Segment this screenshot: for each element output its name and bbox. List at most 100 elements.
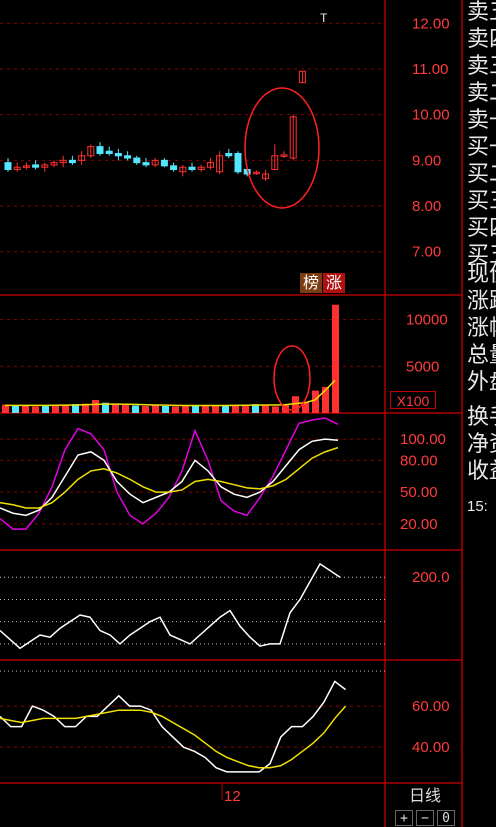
side-panel-row: 换手: [467, 405, 496, 430]
cci-line: [0, 562, 341, 650]
cci-axis-label: 200.0: [412, 569, 450, 586]
rsi-line: [0, 680, 347, 773]
candle-body: [50, 162, 58, 166]
rsi-ma-line: [0, 705, 347, 769]
side-panel-row: 卖五: [467, 0, 496, 25]
kdj-axis-label: 50.00: [400, 484, 438, 501]
volume-bar: [212, 405, 219, 413]
candle-body: [142, 162, 150, 166]
side-panel-row: 收益: [467, 459, 496, 484]
zoom-in-button[interactable]: +: [395, 810, 413, 826]
candle-body: [262, 173, 270, 180]
side-panel-row: 涨跌: [467, 289, 496, 314]
volume-bar: [42, 405, 49, 413]
badge-bang: 榜: [300, 273, 322, 293]
volume-bar: [2, 404, 9, 413]
highlight-circle-volume: [273, 345, 311, 411]
side-panel-row: 卖四: [467, 27, 496, 52]
candle-body: [188, 166, 196, 170]
side-panel-row: 卖三: [467, 54, 496, 79]
candle-body: [271, 155, 279, 170]
volume-bar: [242, 405, 249, 413]
zoom-out-button[interactable]: −: [416, 810, 434, 826]
volume-bar: [72, 404, 79, 413]
volume-bar: [82, 403, 89, 413]
candle-body: [298, 70, 306, 84]
quote-side-panel: 卖五卖四卖三卖二卖一买一买二买三买四买五现价涨跌涨幅总量外盘换手净资收益 15:: [465, 0, 496, 827]
volume-bar: [252, 404, 259, 413]
volume-bar: [272, 406, 279, 413]
candle-body: [289, 116, 297, 159]
candle-body: [59, 159, 67, 164]
candle-body: [96, 146, 104, 154]
candle-body: [32, 164, 40, 168]
volume-bar: [112, 404, 119, 413]
candle-body: [87, 146, 95, 157]
volume-bar: [62, 404, 69, 413]
highlight-circle-price: [244, 87, 320, 209]
candle-body: [133, 157, 141, 164]
side-panel-row: 卖二: [467, 81, 496, 106]
volume-bar: [182, 405, 189, 413]
candle-body: [78, 155, 86, 161]
volume-bar: [122, 405, 129, 413]
date-tick-label: 12: [224, 788, 241, 805]
side-panel-row: 买二: [467, 162, 496, 187]
price-axis-label: 12.00: [412, 15, 450, 32]
candle-body: [197, 166, 205, 170]
volume-bar: [142, 406, 149, 413]
candle-body: [252, 171, 260, 175]
volume-bar: [202, 405, 209, 413]
candle-body: [234, 152, 242, 173]
volume-bar: [152, 405, 159, 413]
period-tab-daily[interactable]: 日线: [408, 786, 441, 805]
volume-axis-label: 10000: [406, 312, 448, 329]
kdj-axis-label: 20.00: [400, 516, 438, 533]
volume-bar: [162, 406, 169, 413]
side-panel-row: 买四: [467, 216, 496, 241]
candle-body: [4, 162, 12, 170]
kdj-axis-label: 80.00: [400, 452, 438, 469]
volume-bar: [22, 405, 29, 413]
volume-bar: [322, 386, 329, 413]
volume-bar: [92, 399, 99, 413]
volume-bar: [262, 405, 269, 413]
rsi-axis-label: 60.00: [412, 698, 450, 715]
top-marker: T: [320, 11, 328, 25]
candle-body: [225, 152, 233, 157]
volume-bar: [172, 406, 179, 413]
chart-area[interactable]: 12.00 11.00 10.00 9.00 8.00 7.00 10000 5000 100.…: [0, 0, 465, 827]
side-panel-row: 涨幅: [467, 316, 496, 341]
side-panel-row: 15:: [467, 498, 488, 515]
candle-body: [206, 162, 214, 168]
price-axis-label: 11.00: [412, 61, 448, 78]
volume-bar: [192, 406, 199, 413]
volume-bar: [332, 304, 339, 413]
reset-button[interactable]: 0: [437, 810, 455, 826]
side-panel-row: 外盘: [467, 370, 496, 395]
candle-body: [216, 155, 224, 173]
volume-bar: [32, 406, 39, 413]
side-panel-row: 现价: [467, 262, 496, 287]
volume-bar: [302, 401, 309, 413]
side-panel-row: 买三: [467, 189, 496, 214]
side-panel-row: 买一: [467, 135, 496, 160]
volume-bar: [222, 405, 229, 413]
side-panel-row: 总量: [467, 343, 496, 368]
candle-body: [280, 154, 288, 157]
side-panel-row: 买五: [467, 243, 496, 268]
candle-body: [68, 159, 76, 164]
price-axis-label: 10.00: [412, 107, 450, 124]
volume-bar: [292, 396, 299, 413]
volume-unit-label: X100: [390, 391, 436, 409]
candle-body: [13, 166, 21, 170]
candle-body: [160, 159, 168, 167]
rsi-axis-label: 40.00: [412, 739, 450, 756]
kdj-j-line: [0, 417, 339, 530]
side-panel-row: 卖一: [467, 108, 496, 133]
badge-zhang: 涨: [323, 273, 345, 293]
price-axis-label: 8.00: [412, 198, 441, 215]
volume-axis-label: 5000: [406, 358, 439, 375]
candle-body: [41, 164, 49, 168]
volume-bar: [232, 404, 239, 413]
